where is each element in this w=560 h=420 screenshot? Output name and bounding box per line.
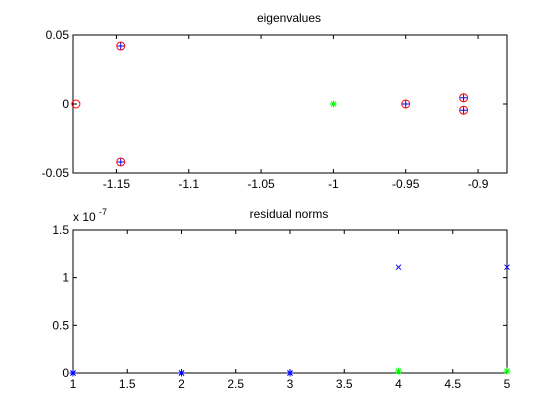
data-point-circle [116,41,126,51]
y-tick-label: 0.5 [52,318,69,332]
x-tick-label: -0.95 [392,177,420,191]
x-tick-label: -0.9 [468,177,489,191]
y-tick-label: 0.05 [46,28,70,42]
eigenvalues-title: eigenvalues [257,11,321,25]
data-point-circle [116,157,126,167]
residual-norms-axes: residual norms x 10 -7 1 1.5 2 2.5 3 3.5 4 4.5 5… [52,207,510,391]
x-tick-label: 4 [395,377,402,391]
x-tick-label: 2.5 [227,377,244,391]
data-point-circle [459,93,469,103]
data-point-plus [402,100,410,108]
eigenvalues-markers [71,41,469,167]
exponent-base: x 10 [73,210,96,224]
residual-norms-ticks: 1 1.5 2 2.5 3 3.5 4 4.5 5 1.5 1 0.5 0 [52,223,510,391]
x-tick-label: 4.5 [444,377,461,391]
data-point-star [178,369,185,377]
data-point-plus [117,158,125,166]
y-tick-label: -0.05 [42,166,70,180]
data-point-star [503,367,511,375]
residual-norms-exponent-label: x 10 -7 [73,207,107,224]
eigenvalues-ticks: -1.15 -1.1 -1.05 -1 -0.95 -0.9 0.05 0 -0.05 [42,28,507,191]
x-tick-label: 1 [70,377,77,391]
exponent-power: -7 [99,207,107,217]
data-point-star [286,369,294,377]
data-point-plus [460,94,468,102]
y-tick-label: 0 [62,97,69,111]
data-point-x [504,264,510,271]
data-point-plus [117,42,125,50]
data-point-plus [460,106,468,114]
x-tick-label: -1 [328,177,339,191]
x-tick-label: 1.5 [119,377,136,391]
data-point-circle [459,105,469,115]
y-tick-label: 1 [62,271,69,285]
data-point-star [329,100,337,108]
x-tick-label: 3.5 [336,377,353,391]
residual-norms-markers [69,264,511,377]
y-tick-label: 1.5 [52,223,69,237]
x-tick-label: 3 [287,377,294,391]
y-tick-label: 0 [62,366,69,380]
data-point-star [395,367,402,375]
x-tick-label: 2 [178,377,185,391]
x-tick-label: 5 [504,377,511,391]
residual-norms-title: residual norms [250,207,329,221]
data-point-circle [401,99,411,109]
x-tick-label: -1.05 [247,177,275,191]
data-point-star [69,369,77,377]
data-point-circle [71,99,81,109]
x-tick-label: -1.1 [178,177,199,191]
x-tick-label: -1.15 [103,177,131,191]
eigenvalues-axes: eigenvalues -1.15 -1.1 -1.05 -1 -0.95 -0.9 0.0… [42,11,508,191]
data-point-x [395,264,402,271]
